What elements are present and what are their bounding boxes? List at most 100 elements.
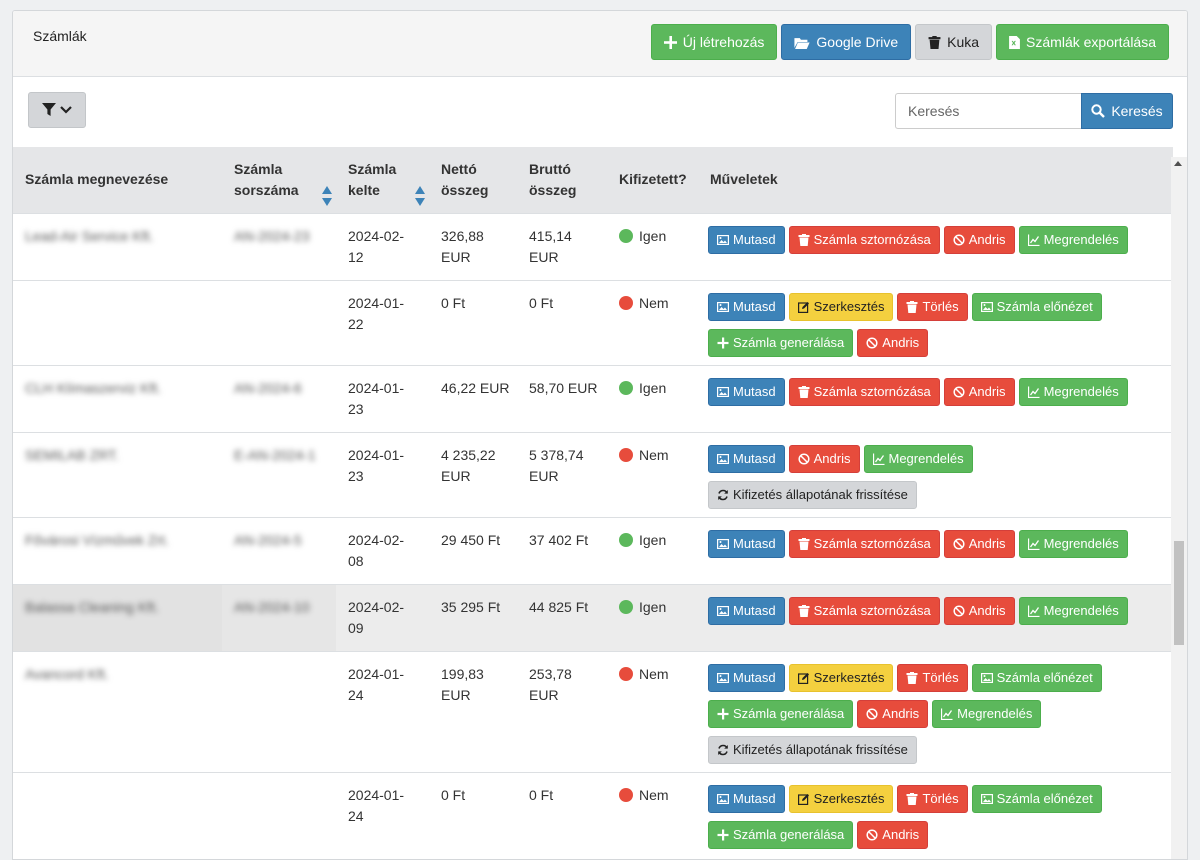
vertical-scrollbar[interactable]: [1171, 157, 1187, 859]
cell-net: 46,22 EUR: [429, 364, 517, 432]
refresh-icon: [718, 489, 728, 500]
paid-status: Igen: [639, 531, 667, 548]
export-invoices-button[interactable]: Számlák exportálása: [996, 24, 1169, 60]
trash-button[interactable]: Kuka: [915, 24, 993, 60]
edit-button[interactable]: Szerkesztés: [788, 663, 894, 692]
gross-amount: 44 825 Ft: [529, 598, 589, 615]
cell-number: [222, 650, 336, 772]
show-label: Mutasd: [733, 299, 776, 314]
status-dot: [619, 666, 633, 681]
storno-button[interactable]: Számla sztornózása: [788, 377, 940, 406]
andris-button[interactable]: Andris: [943, 377, 1015, 406]
storno-label: Számla sztornózása: [813, 384, 931, 399]
preview-button[interactable]: Számla előnézet: [971, 784, 1102, 813]
image-icon: [717, 672, 729, 683]
show-label: Mutasd: [733, 451, 776, 466]
invoice-name: Balassa Cleaning Kft.: [25, 598, 159, 615]
chart-icon: [1027, 234, 1040, 246]
refresh-button[interactable]: Kifizetés állapotának frissítése: [708, 735, 917, 764]
search-button[interactable]: Keresés: [1081, 93, 1173, 129]
cell-name: Fővárosi Vízművek Zrt.: [13, 516, 222, 584]
ban-icon: [798, 452, 810, 465]
delete-button[interactable]: Törlés: [897, 663, 968, 692]
search-input[interactable]: [895, 93, 1081, 129]
show-button[interactable]: Mutasd: [708, 596, 785, 625]
order-button[interactable]: Megrendelés: [1018, 596, 1128, 625]
row-actions: Mutasd Andris Megrendelés Kifizetés állapot…: [708, 444, 1163, 509]
cell-paid: Nem: [607, 431, 698, 517]
andris-button[interactable]: Andris: [943, 596, 1015, 625]
show-button[interactable]: Mutasd: [708, 444, 785, 473]
cell-net: 35 295 Ft: [429, 583, 517, 651]
preview-button[interactable]: Számla előnézet: [971, 292, 1102, 321]
sort-icon[interactable]: [321, 185, 333, 207]
order-button[interactable]: Megrendelés: [1018, 529, 1128, 558]
delete-button[interactable]: Törlés: [897, 292, 968, 321]
table-row: SEMILAB ZRT. E-AN-2024-1 2024-01-23 4 23…: [13, 431, 1173, 517]
andris-button[interactable]: Andris: [943, 529, 1015, 558]
show-button[interactable]: Mutasd: [708, 225, 785, 254]
refresh-button[interactable]: Kifizetés állapotának frissítése: [708, 480, 917, 509]
preview-button[interactable]: Számla előnézet: [971, 663, 1102, 692]
column-header-net[interactable]: Nettó összeg: [429, 147, 517, 213]
show-button[interactable]: Mutasd: [708, 529, 785, 558]
invoice-date: 2024-01-22: [348, 294, 405, 332]
scroll-up-icon[interactable]: [1174, 161, 1182, 166]
show-button[interactable]: Mutasd: [708, 784, 785, 813]
order-button[interactable]: Megrendelés: [1018, 377, 1128, 406]
table-row: Balassa Cleaning Kft. AN-2024-10 2024-02…: [13, 583, 1173, 651]
generate-button[interactable]: Számla generálása: [708, 699, 854, 728]
column-header-paid[interactable]: Kifizetett?: [619, 171, 687, 188]
andris-button[interactable]: Andris: [857, 328, 929, 357]
scrollbar-thumb[interactable]: [1174, 541, 1184, 645]
chevron-down-icon: [60, 106, 72, 114]
cell-gross: 58,70 EUR: [517, 364, 607, 432]
edit-button[interactable]: Szerkesztés: [788, 784, 894, 813]
andris-button[interactable]: Andris: [857, 820, 929, 849]
invoice-table-area[interactable]: Számla megnevezése Számla sorszáma Száml…: [13, 147, 1173, 859]
plus-icon: [663, 35, 677, 49]
cell-date: 2024-01-22: [336, 279, 429, 365]
create-button[interactable]: Új létrehozás: [650, 24, 778, 60]
andris-button[interactable]: Andris: [788, 444, 860, 473]
show-button[interactable]: Mutasd: [708, 663, 785, 692]
column-header-number[interactable]: Számla sorszáma: [222, 147, 336, 213]
paid-status: Igen: [639, 227, 667, 244]
cell-gross: 44 825 Ft: [517, 583, 607, 651]
storno-button[interactable]: Számla sztornózása: [788, 596, 940, 625]
trash-icon: [798, 385, 810, 398]
invoice-date: 2024-02-09: [348, 598, 405, 636]
order-button[interactable]: Megrendelés: [863, 444, 973, 473]
gross-amount: 58,70 EUR: [529, 379, 598, 396]
column-header-gross[interactable]: Bruttó összeg: [517, 147, 607, 213]
show-label: Mutasd: [733, 232, 776, 247]
cell-actions: Mutasd Számla sztornózása Andris Megrendelé…: [698, 212, 1173, 280]
delete-button[interactable]: Törlés: [897, 784, 968, 813]
generate-button[interactable]: Számla generálása: [708, 820, 854, 849]
image-icon: [980, 672, 993, 683]
gross-amount: 253,78 EUR: [529, 665, 572, 703]
generate-button[interactable]: Számla generálása: [708, 328, 854, 357]
order-button[interactable]: Megrendelés: [932, 699, 1042, 728]
order-button[interactable]: Megrendelés: [1018, 225, 1128, 254]
show-button[interactable]: Mutasd: [708, 292, 785, 321]
andris-button[interactable]: Andris: [857, 699, 929, 728]
sort-icon[interactable]: [414, 185, 426, 207]
storno-button[interactable]: Számla sztornózása: [788, 225, 940, 254]
storno-button[interactable]: Számla sztornózása: [788, 529, 940, 558]
filter-button[interactable]: [28, 92, 86, 128]
edit-button[interactable]: Szerkesztés: [788, 292, 894, 321]
google-drive-button[interactable]: Google Drive: [781, 24, 912, 60]
cell-gross: 253,78 EUR: [517, 650, 607, 772]
show-label: Mutasd: [733, 384, 776, 399]
trash-icon: [906, 792, 918, 805]
trash-icon: [906, 300, 918, 313]
paid-status: Nem: [639, 665, 669, 682]
generate-label: Számla generálása: [733, 827, 845, 842]
andris-button[interactable]: Andris: [943, 225, 1015, 254]
chart-icon: [1027, 605, 1040, 617]
column-header-name[interactable]: Számla megnevezése: [25, 171, 169, 188]
show-button[interactable]: Mutasd: [708, 377, 785, 406]
net-amount: 29 450 Ft: [441, 531, 501, 548]
column-header-date[interactable]: Számla kelte: [336, 147, 429, 213]
